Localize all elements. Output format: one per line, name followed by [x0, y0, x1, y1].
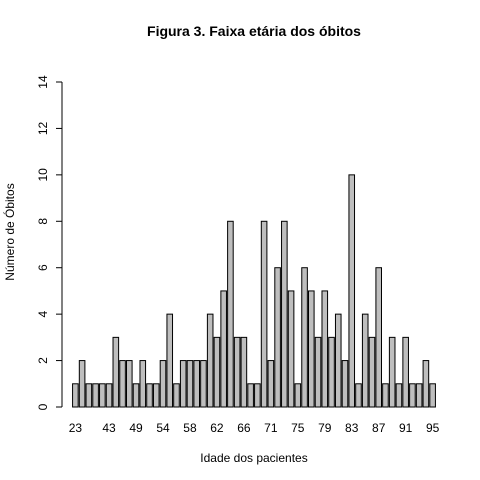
- bar-89: [382, 383, 389, 408]
- bar-80: [321, 290, 329, 408]
- bar-43: [105, 383, 113, 408]
- bar-26: [92, 383, 99, 408]
- bar-68: [247, 383, 254, 408]
- bar-66: [233, 336, 241, 408]
- bar-54: [152, 383, 160, 408]
- bar-79: [314, 336, 322, 408]
- y-tick-label: 14: [36, 75, 50, 89]
- x-tick-label: 83: [345, 421, 359, 435]
- x-tick-label: 54: [156, 421, 170, 435]
- bar-67: [240, 336, 248, 408]
- bar-59: [186, 360, 194, 408]
- bars-group: [72, 174, 436, 408]
- y-axis: 0 2 4 6 8 10 12 14: [36, 75, 63, 410]
- x-tick-label: 62: [210, 421, 224, 435]
- bar-92: [402, 336, 409, 408]
- bar-76: [301, 267, 308, 408]
- bar-61: [200, 360, 207, 408]
- bar-74: [287, 290, 295, 408]
- x-tick-label: 58: [183, 421, 197, 435]
- bar-88: [375, 267, 383, 408]
- bar-64: [220, 290, 227, 408]
- bar-58: [179, 360, 187, 408]
- bar-25: [85, 383, 93, 408]
- bar-49: [126, 360, 133, 408]
- y-tick-label: 2: [36, 357, 50, 364]
- bar-70: [260, 220, 268, 408]
- y-tick-label: 4: [36, 310, 50, 317]
- bar-71: [267, 360, 275, 408]
- y-tick-label: 6: [36, 264, 50, 271]
- x-axis-label: Idade dos pacientes: [200, 451, 307, 465]
- bar-24: [78, 360, 86, 408]
- x-tick-label: 91: [399, 421, 413, 435]
- bar-78: [308, 290, 315, 408]
- x-tick-label: 66: [237, 421, 251, 435]
- x-tick-label: 87: [372, 421, 386, 435]
- bar-72: [274, 267, 281, 408]
- bar-87: [368, 336, 376, 408]
- bar-44: [112, 336, 120, 408]
- bar-27: [99, 383, 106, 408]
- bar-95: [422, 360, 430, 408]
- y-axis-label: Número de Óbitos: [2, 183, 17, 280]
- y-tick-label: 10: [36, 168, 50, 182]
- x-tick-label: 75: [291, 421, 305, 435]
- bar-85: [355, 383, 362, 408]
- bar-75: [294, 383, 302, 408]
- x-tick-label: 95: [426, 421, 440, 435]
- x-tick-label: 43: [102, 421, 116, 435]
- bar-65: [227, 220, 234, 408]
- bar-55: [159, 360, 167, 408]
- bar-69: [254, 383, 261, 408]
- bar-73: [281, 220, 288, 408]
- bar-91: [395, 383, 403, 408]
- bar-50: [132, 383, 140, 408]
- bar-93: [409, 383, 416, 408]
- x-tick-label: 79: [318, 421, 332, 435]
- x-tick-label: 71: [264, 421, 278, 435]
- bar-23: [72, 383, 79, 408]
- x-tick-label: 49: [129, 421, 143, 435]
- chart-title: Figura 3. Faixa etária dos óbitos: [147, 23, 361, 39]
- y-tick-label: 0: [36, 403, 50, 410]
- bar-96: [429, 383, 436, 408]
- x-axis: 23 43 49 54 58 62 66 71 75 79 83 87 91 95: [69, 421, 440, 435]
- bar-82: [334, 313, 342, 408]
- bar-90: [388, 336, 396, 408]
- bar-81: [328, 336, 335, 408]
- bar-83: [341, 360, 349, 408]
- bar-45: [119, 360, 126, 408]
- bar-62: [206, 313, 214, 408]
- bar-86: [361, 313, 369, 408]
- bar-60: [193, 360, 201, 408]
- bar-51: [139, 360, 147, 408]
- bar-63: [213, 336, 221, 408]
- bar-94: [415, 383, 423, 408]
- bar-52: [146, 383, 153, 408]
- y-tick-label: 12: [36, 121, 50, 135]
- y-tick-label: 8: [36, 218, 50, 225]
- x-tick-label: 23: [69, 421, 83, 435]
- bar-57: [173, 383, 180, 408]
- bar-56: [166, 313, 174, 408]
- bar-84: [348, 174, 356, 408]
